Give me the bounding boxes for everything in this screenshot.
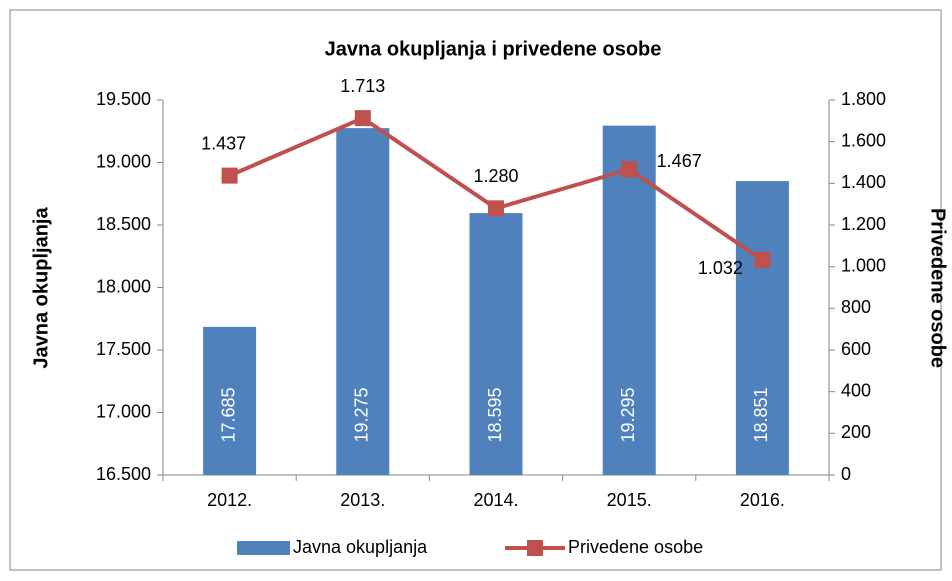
bar-value-label: 17.685 [218, 387, 238, 442]
bar [469, 213, 523, 475]
legend-marker [527, 540, 543, 556]
x-tick-label: 2012. [207, 490, 252, 510]
legend-label: Privedene osobe [568, 537, 703, 557]
legend-swatch [237, 541, 290, 555]
y2-tick-label: 1.400 [841, 172, 886, 192]
y2-tick-label: 1.200 [841, 214, 886, 234]
y-tick-label: 19.000 [96, 151, 151, 171]
x-tick-label: 2013. [340, 490, 385, 510]
line-marker [621, 161, 638, 178]
bar [203, 326, 257, 475]
bar [336, 128, 390, 475]
line-value-label: 1.032 [698, 258, 743, 278]
line-value-label: 1.467 [657, 151, 702, 171]
x-tick-label: 2015. [607, 490, 652, 510]
y-tick-label: 18.000 [96, 276, 151, 296]
chart-title: Javna okupljanja i privedene osobe [325, 38, 662, 60]
y2-tick-label: 400 [841, 380, 871, 400]
y2-tick-label: 600 [841, 339, 871, 359]
line-marker [221, 167, 238, 184]
bar-value-label: 18.595 [485, 387, 505, 442]
bar [602, 125, 656, 475]
y-tick-label: 18.500 [96, 214, 151, 234]
y-tick-label: 17.500 [96, 339, 151, 359]
y2-tick-label: 1.600 [841, 130, 886, 150]
y-tick-label: 17.000 [96, 401, 151, 421]
x-tick-label: 2014. [473, 490, 518, 510]
line-value-label: 1.280 [473, 166, 518, 186]
y-axis-title: Javna okupljanja [30, 207, 52, 369]
bar-value-label: 19.275 [352, 387, 372, 442]
line-marker [354, 110, 371, 127]
bar [735, 181, 789, 475]
y2-tick-label: 800 [841, 297, 871, 317]
line-value-label: 1.437 [201, 133, 246, 153]
x-tick-label: 2016. [740, 490, 785, 510]
y2-tick-label: 1.000 [841, 255, 886, 275]
y2-tick-label: 1.800 [841, 89, 886, 109]
y-tick-label: 19.500 [96, 89, 151, 109]
y2-tick-label: 200 [841, 422, 871, 442]
bar-value-label: 18.851 [751, 387, 771, 442]
line-value-label: 1.713 [340, 76, 385, 96]
y-tick-label: 16.500 [96, 464, 151, 484]
y2-axis-title: Privedene osobe [927, 208, 949, 368]
line-marker [754, 252, 771, 268]
bar-value-label: 19.295 [618, 387, 638, 442]
legend-label: Javna okupljanja [293, 537, 428, 557]
y2-tick-label: 0 [841, 464, 851, 484]
line-marker [488, 200, 504, 217]
